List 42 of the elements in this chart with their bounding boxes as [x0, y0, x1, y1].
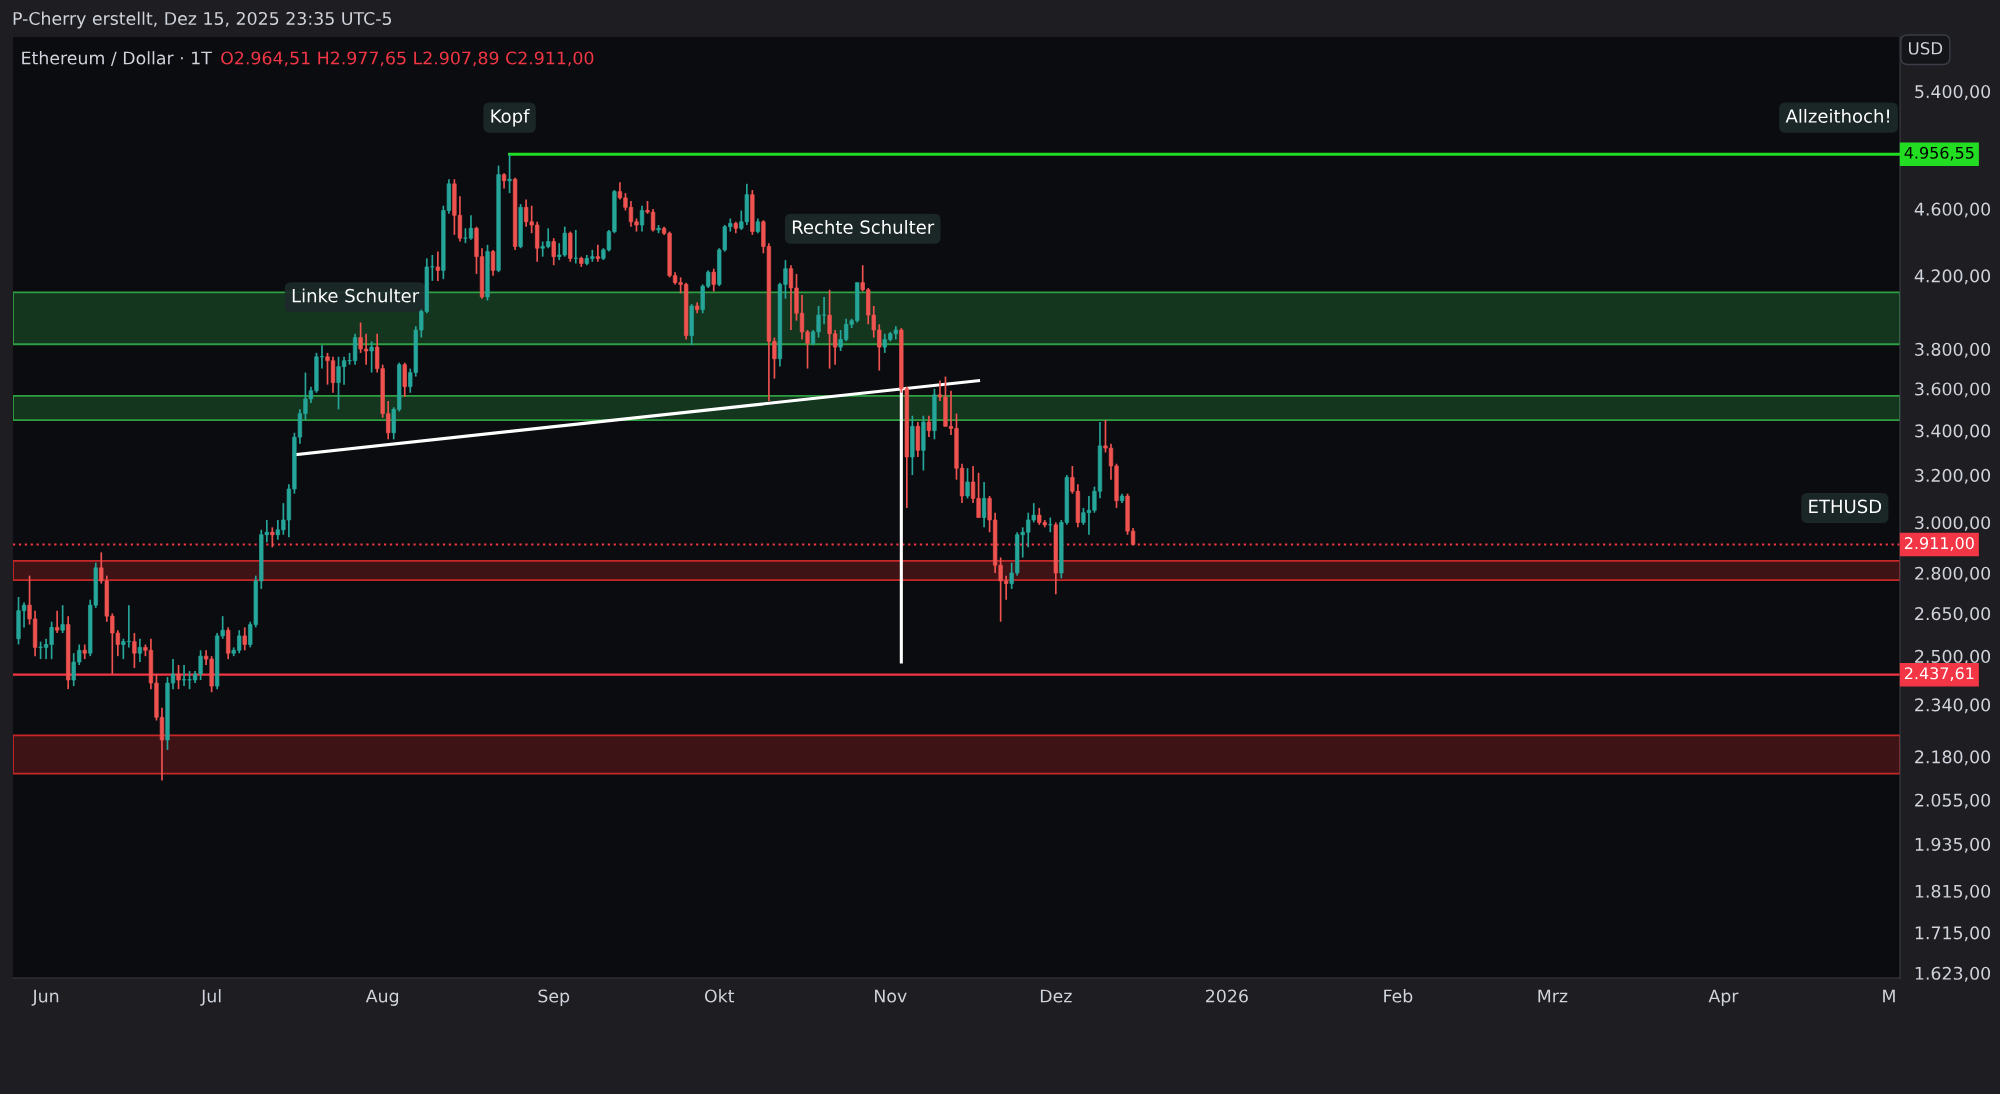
y-tick-label: 1.815,00	[1915, 884, 1991, 900]
y-tick-label: 2.800,00	[1915, 566, 1991, 582]
annotation: Linke Schulter	[292, 288, 420, 303]
y-tick-label: 2.340,00	[1915, 698, 1991, 714]
text: P-Cherry erstellt, Dez 15, 2025 23:35 UTC-5	[13, 11, 392, 29]
x-tick-label: M	[1883, 989, 1895, 1003]
y-tick-label: 4.200,00	[1914, 269, 1991, 285]
y-tick-label: 3.800,00	[1915, 342, 1991, 358]
y-tick-label: 3.600,00	[1915, 382, 1991, 398]
annotation: ETHUSD	[1809, 499, 1882, 514]
text: O2.964,51 H2.977,65 L2.907,89 C2.911,00	[221, 51, 594, 67]
y-tick-label: 2.650,00	[1915, 607, 1991, 623]
x-tick-label: Dez	[1040, 989, 1072, 1003]
ref-line-label: 2.911,00	[1904, 537, 1974, 551]
x-tick-label: Sep	[538, 989, 570, 1006]
x-tick-label: Jul	[200, 989, 221, 1006]
y-tick-label: 2.055,00	[1915, 793, 1991, 809]
annotation: Rechte Schulter	[792, 219, 935, 234]
y-tick-label: 3.400,00	[1915, 424, 1991, 440]
x-tick-label: 2026	[1206, 989, 1248, 1003]
y-tick-label: 3.000,00	[1915, 516, 1991, 532]
data-label: 4.956,55	[1904, 146, 1974, 161]
y-tick-label: 3.200,00	[1915, 468, 1991, 484]
y-tick-label: 5.400,00	[1915, 85, 1991, 100]
x-tick-label: Aug	[365, 989, 399, 1006]
annotation: Kopf	[491, 108, 530, 127]
x-tick-label: Mrz	[1538, 989, 1568, 1003]
y-tick-label: 1.715,00	[1915, 926, 1991, 942]
text: Ethereum / Dollar · 1T	[22, 51, 212, 66]
x-tick-label: Okt	[704, 989, 735, 1003]
y-tick-label: 4.600,00	[1914, 202, 1991, 218]
y-axis-title: USD	[1909, 42, 1943, 55]
x-tick-label: Feb	[1384, 989, 1413, 1003]
annotation: Allzeithoch!	[1785, 108, 1889, 123]
y-tick-label: 1.623,00	[1915, 966, 1991, 982]
x-tick-label: Jun	[31, 989, 59, 1006]
y-tick-label: 1.935,00	[1915, 837, 1991, 853]
y-tick-label: 2.500,00	[1915, 649, 1991, 665]
x-tick-label: Nov	[875, 989, 907, 1003]
y-tick-label: 2.180,00	[1915, 750, 1991, 766]
x-tick-label: Apr	[1708, 989, 1739, 1006]
ref-line-label: 2.437,61	[1904, 667, 1974, 681]
